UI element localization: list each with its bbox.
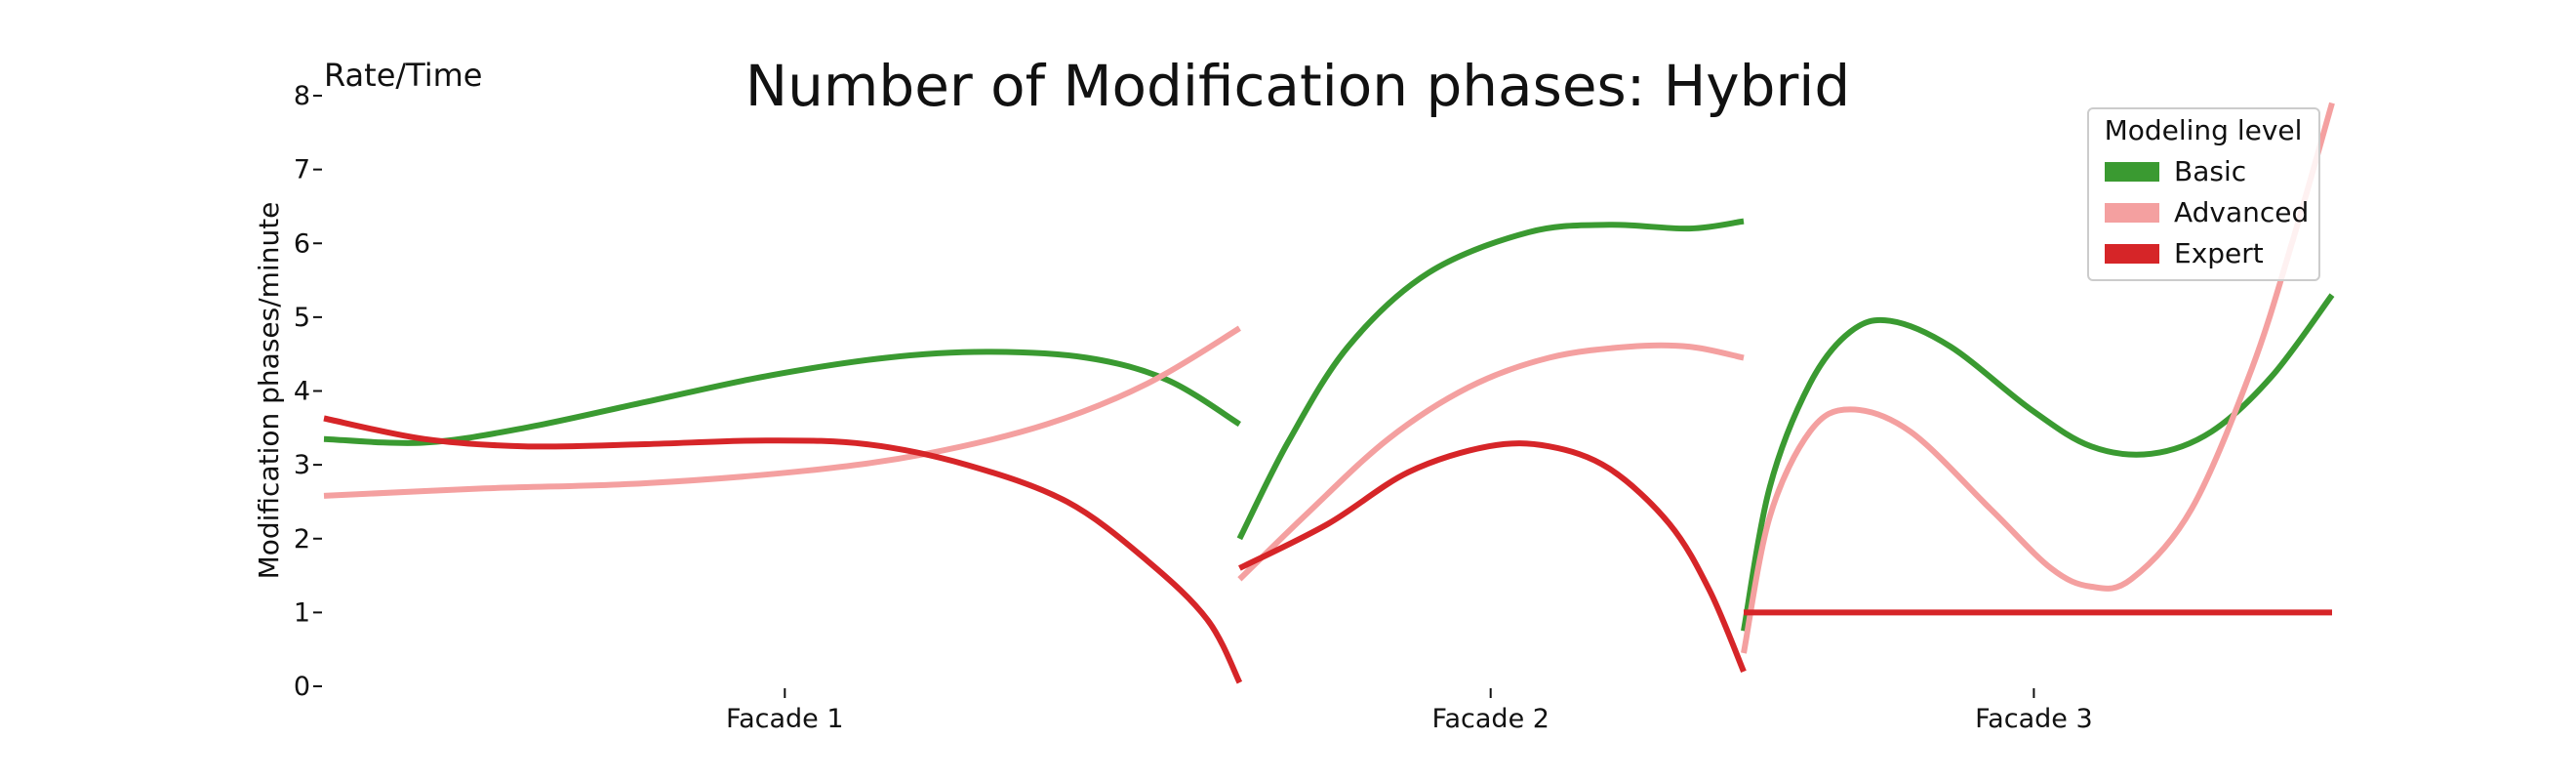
chart-title: Number of Modification phases: Hybrid [745, 53, 1850, 119]
series-line-expert-facade-2 [1238, 440, 1747, 674]
y-axis: 0 1 2 3 4 5 6 7 8 [294, 81, 322, 702]
legend-label-advanced: Advanced [2174, 196, 2309, 228]
legend-swatch-expert [2105, 244, 2159, 264]
x-axis: Facade 1 Facade 2 Facade 3 [726, 688, 2093, 734]
series-line-basic-facade-3 [1741, 293, 2335, 632]
series-line-basic-facade-2 [1236, 218, 1745, 541]
series-line-basic-facade-1 [323, 349, 1241, 446]
series-expert [323, 415, 2332, 684]
series-line-advanced-facade-3 [1741, 102, 2335, 654]
legend-swatch-basic [2105, 162, 2159, 182]
series-basic [323, 218, 2335, 632]
y-tick-label: 1 [294, 597, 310, 628]
plot-area [323, 102, 2335, 684]
x-tick-label: Facade 2 [1431, 704, 1550, 734]
y-tick-label: 7 [294, 155, 310, 185]
legend-label-expert: Expert [2174, 237, 2264, 269]
legend-label-basic: Basic [2174, 155, 2246, 187]
y-tick-label: 8 [294, 81, 310, 111]
y-tick-label: 0 [294, 672, 310, 702]
x-tick-label: Facade 1 [726, 704, 844, 734]
x-tick-label: Facade 3 [1975, 704, 2093, 734]
series-advanced [323, 102, 2335, 654]
legend-entries: Basic Advanced Expert [2105, 155, 2309, 269]
legend-frame [2087, 107, 2320, 281]
y-tick-label: 2 [294, 524, 310, 555]
y-tick-label: 4 [294, 377, 310, 407]
y-tick-label: 6 [294, 228, 310, 259]
y-axis-label: Modification phases/minute [253, 202, 285, 580]
series-lines [323, 102, 2335, 684]
series-line-expert-facade-1 [323, 415, 1243, 684]
series-line-advanced-facade-2 [1237, 342, 1745, 582]
legend-title: Modeling level [2105, 114, 2303, 146]
legend: Modeling level Basic Advanced Expert [2087, 107, 2320, 281]
y-tick-label: 3 [294, 450, 310, 480]
series-line-advanced-facade-1 [323, 325, 1241, 499]
corner-label: Rate/Time [324, 57, 482, 94]
legend-swatch-advanced [2105, 203, 2159, 223]
y-tick-label: 5 [294, 303, 310, 333]
